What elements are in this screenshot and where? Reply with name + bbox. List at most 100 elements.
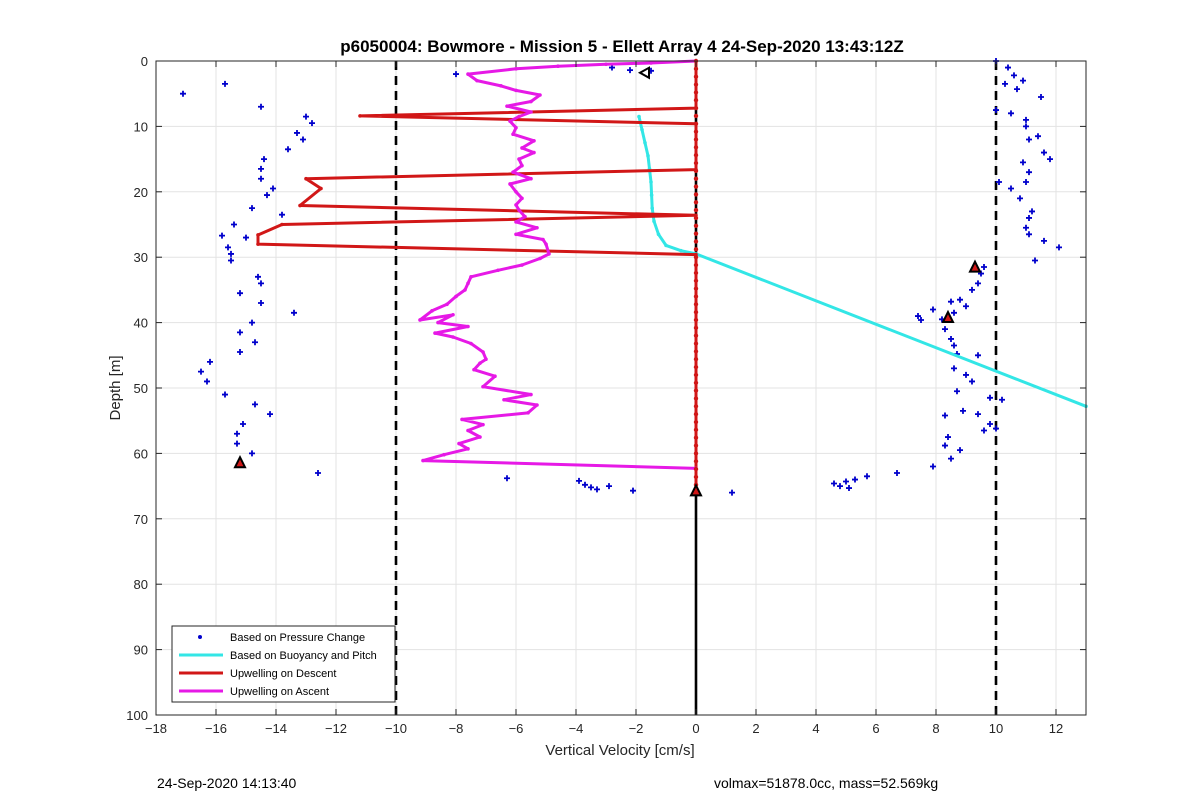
pressure-change-point xyxy=(234,440,240,447)
based-on-buoyancy-and-pitch-line xyxy=(637,116,1087,408)
pressure-change-point xyxy=(945,434,951,441)
descent-zero-point xyxy=(693,294,699,299)
pressure-change-point xyxy=(258,299,264,306)
legend-swatch-points xyxy=(198,635,202,639)
pressure-change-point xyxy=(222,80,228,87)
x-tick-label: 12 xyxy=(1049,721,1063,736)
pressure-change-point xyxy=(504,475,510,482)
pressure-change-point xyxy=(270,185,276,192)
pressure-change-point xyxy=(627,67,633,74)
footer-timestamp: 24-Sep-2020 14:13:40 xyxy=(157,775,297,791)
pressure-change-point xyxy=(1038,93,1044,100)
series-vertex xyxy=(646,154,650,158)
series-vertex xyxy=(484,357,488,362)
pressure-change-point xyxy=(948,455,954,462)
descent-zero-point xyxy=(693,349,699,354)
pressure-change-point xyxy=(981,264,987,271)
descent-zero-point xyxy=(693,247,699,252)
series-vertex xyxy=(319,186,323,191)
x-tick-label: −16 xyxy=(205,721,227,736)
series-vertex xyxy=(436,320,440,325)
series-vertex xyxy=(538,256,542,261)
pressure-change-point xyxy=(996,178,1002,185)
series-vertex xyxy=(535,403,539,407)
descent-zero-point xyxy=(693,333,699,338)
descent-zero-point xyxy=(693,192,699,197)
pressure-change-point xyxy=(1023,116,1029,123)
series-vertex xyxy=(529,110,533,114)
y-tick-label: 100 xyxy=(126,708,148,723)
descent-zero-point xyxy=(693,451,699,456)
pressure-change-point xyxy=(1041,149,1047,156)
descent-zero-point xyxy=(693,231,699,236)
pressure-change-point xyxy=(846,485,852,492)
series-vertex xyxy=(514,232,518,237)
pressure-change-point xyxy=(237,329,243,336)
pressure-change-point xyxy=(453,71,459,78)
pressure-change-point xyxy=(1047,156,1053,163)
pressure-change-point xyxy=(582,481,588,488)
pressure-change-point xyxy=(930,306,936,313)
x-tick-label: 8 xyxy=(932,721,939,736)
pressure-change-point xyxy=(975,280,981,287)
pressure-change-point xyxy=(969,286,975,293)
pressure-change-point xyxy=(1026,169,1032,176)
series-vertex xyxy=(535,225,539,230)
pressure-change-point xyxy=(576,477,582,484)
descent-zero-point xyxy=(693,105,699,111)
series-vertex xyxy=(451,335,455,339)
pressure-change-point xyxy=(594,486,600,493)
series-vertex xyxy=(529,176,533,181)
descent-zero-point xyxy=(693,82,699,87)
pressure-change-point xyxy=(837,483,843,490)
pressure-change-point xyxy=(1008,185,1014,192)
legend-entry-label: Upwelling on Ascent xyxy=(230,686,329,698)
pressure-change-point xyxy=(894,470,900,477)
pressure-change-point xyxy=(258,175,264,182)
pressure-change-point xyxy=(291,309,297,316)
series-vertex xyxy=(304,176,308,181)
pressure-change-point xyxy=(1023,178,1029,185)
x-tick-label: −2 xyxy=(629,721,644,736)
pressure-change-point xyxy=(237,349,243,356)
series-vertex xyxy=(532,150,536,155)
descent-zero-point xyxy=(693,466,699,472)
pressure-change-point xyxy=(249,319,255,326)
pressure-change-point xyxy=(987,394,993,401)
pressure-change-point xyxy=(852,476,858,483)
descent-zero-point xyxy=(693,262,699,268)
series-vertex xyxy=(466,281,470,286)
pressure-change-point xyxy=(729,489,735,496)
pressure-change-point xyxy=(975,411,981,418)
descent-zero-point xyxy=(693,121,699,126)
series-vertex xyxy=(649,193,654,197)
series-vertex xyxy=(532,138,536,143)
y-tick-label: 40 xyxy=(134,316,148,331)
descent-zero-point xyxy=(693,66,699,72)
pressure-change-point xyxy=(1002,80,1008,87)
series-vertex xyxy=(541,237,545,242)
descent-zero-point xyxy=(693,372,699,378)
descent-zero-point xyxy=(693,152,699,158)
pressure-change-point xyxy=(1026,214,1032,221)
pressure-change-point xyxy=(957,447,963,454)
pressure-change-point xyxy=(315,470,321,477)
series-vertex xyxy=(520,263,524,267)
pressure-change-point xyxy=(915,313,921,320)
series-vertex xyxy=(256,242,260,246)
pressure-change-point xyxy=(1032,257,1038,264)
series-vertex xyxy=(469,275,473,279)
pressure-change-point xyxy=(1035,133,1041,140)
pressure-change-point xyxy=(228,257,234,264)
descent-zero-point xyxy=(693,98,699,103)
descent-zero-point xyxy=(693,443,699,448)
pressure-change-point xyxy=(309,120,315,127)
descent-zero-point xyxy=(693,427,699,433)
series-vertex xyxy=(526,411,530,415)
pressure-change-point xyxy=(285,146,291,153)
pressure-change-point xyxy=(831,480,837,487)
series-vertex xyxy=(604,62,608,67)
descent-zero-point xyxy=(693,404,699,409)
pressure-change-point xyxy=(942,326,948,333)
series-vertex xyxy=(457,441,461,446)
